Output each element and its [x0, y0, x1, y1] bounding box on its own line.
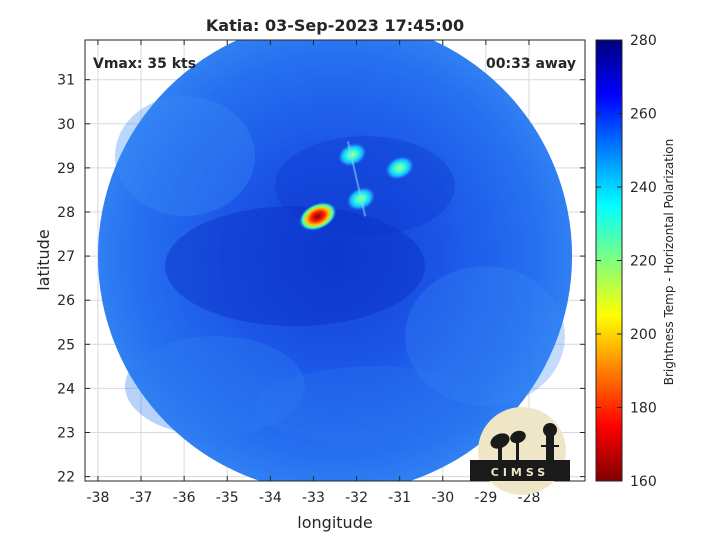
x-tick-label: -33 [302, 490, 325, 506]
cloud-band [165, 206, 425, 327]
x-tick-label: -29 [474, 490, 497, 506]
colorbar-tick-label: 160 [630, 474, 657, 490]
colorbar-ticks: 160 180 200 220 240 260 280 [596, 33, 657, 490]
scan-line [346, 141, 367, 217]
y-tick-label: 28 [57, 205, 75, 221]
colorbar-tick-label: 200 [630, 327, 657, 343]
hot-spot [337, 142, 367, 167]
vmax-annotation: Vmax: 35 kts [93, 56, 196, 72]
y-tick-label: 25 [57, 337, 75, 353]
colorbar-tick-label: 260 [630, 107, 657, 123]
colorbar-tick-label: 220 [630, 254, 657, 270]
y-tick-label: 29 [57, 161, 75, 177]
hot-spots [298, 142, 415, 231]
x-tick-label: -35 [216, 490, 239, 506]
axes-frame [84, 39, 586, 482]
time-away-annotation: 00:33 away [486, 56, 576, 72]
hot-spot [298, 201, 337, 231]
x-tick-label: -31 [388, 490, 411, 506]
y-tick-label: 26 [57, 293, 75, 309]
cloud-band [405, 266, 565, 407]
satellite-swath [98, 40, 572, 481]
colorbar-tick-label: 240 [630, 180, 657, 196]
x-tick-label: -30 [431, 490, 454, 506]
colorbar-label: Brightness Temp - Horizontal Polarizatio… [662, 139, 676, 386]
y-tick-label: 23 [57, 425, 75, 441]
y-tick-label: 27 [57, 249, 75, 265]
y-tick-label: 30 [57, 117, 75, 133]
y-ticks: 22 23 24 25 26 27 28 29 30 31 [57, 73, 585, 486]
x-tick-label: -37 [130, 490, 153, 506]
hot-spot [385, 156, 415, 180]
cloud-band [255, 366, 495, 447]
chart-title: Katia: 03-Sep-2023 17:45:00 [206, 16, 464, 35]
cloud-band [115, 96, 255, 217]
y-tick-label: 31 [57, 73, 75, 89]
y-axis-label: latitude [34, 229, 53, 290]
y-tick-label: 22 [57, 470, 75, 486]
y-tick-label: 24 [57, 381, 75, 397]
cimss-logo-text: CIMSS [491, 466, 549, 479]
x-tick-label: -38 [86, 490, 109, 506]
swath-texture [115, 96, 565, 447]
x-tick-label: -34 [259, 490, 282, 506]
cimss-logo: CIMSS [470, 407, 570, 495]
colorbar-tick-label: 280 [630, 33, 657, 49]
cloud-band [125, 336, 305, 437]
x-tick-label: -32 [345, 490, 368, 506]
x-tick-label: -36 [173, 490, 196, 506]
x-axis-label: longitude [297, 513, 372, 532]
colorbar-tick-label: 180 [630, 401, 657, 417]
